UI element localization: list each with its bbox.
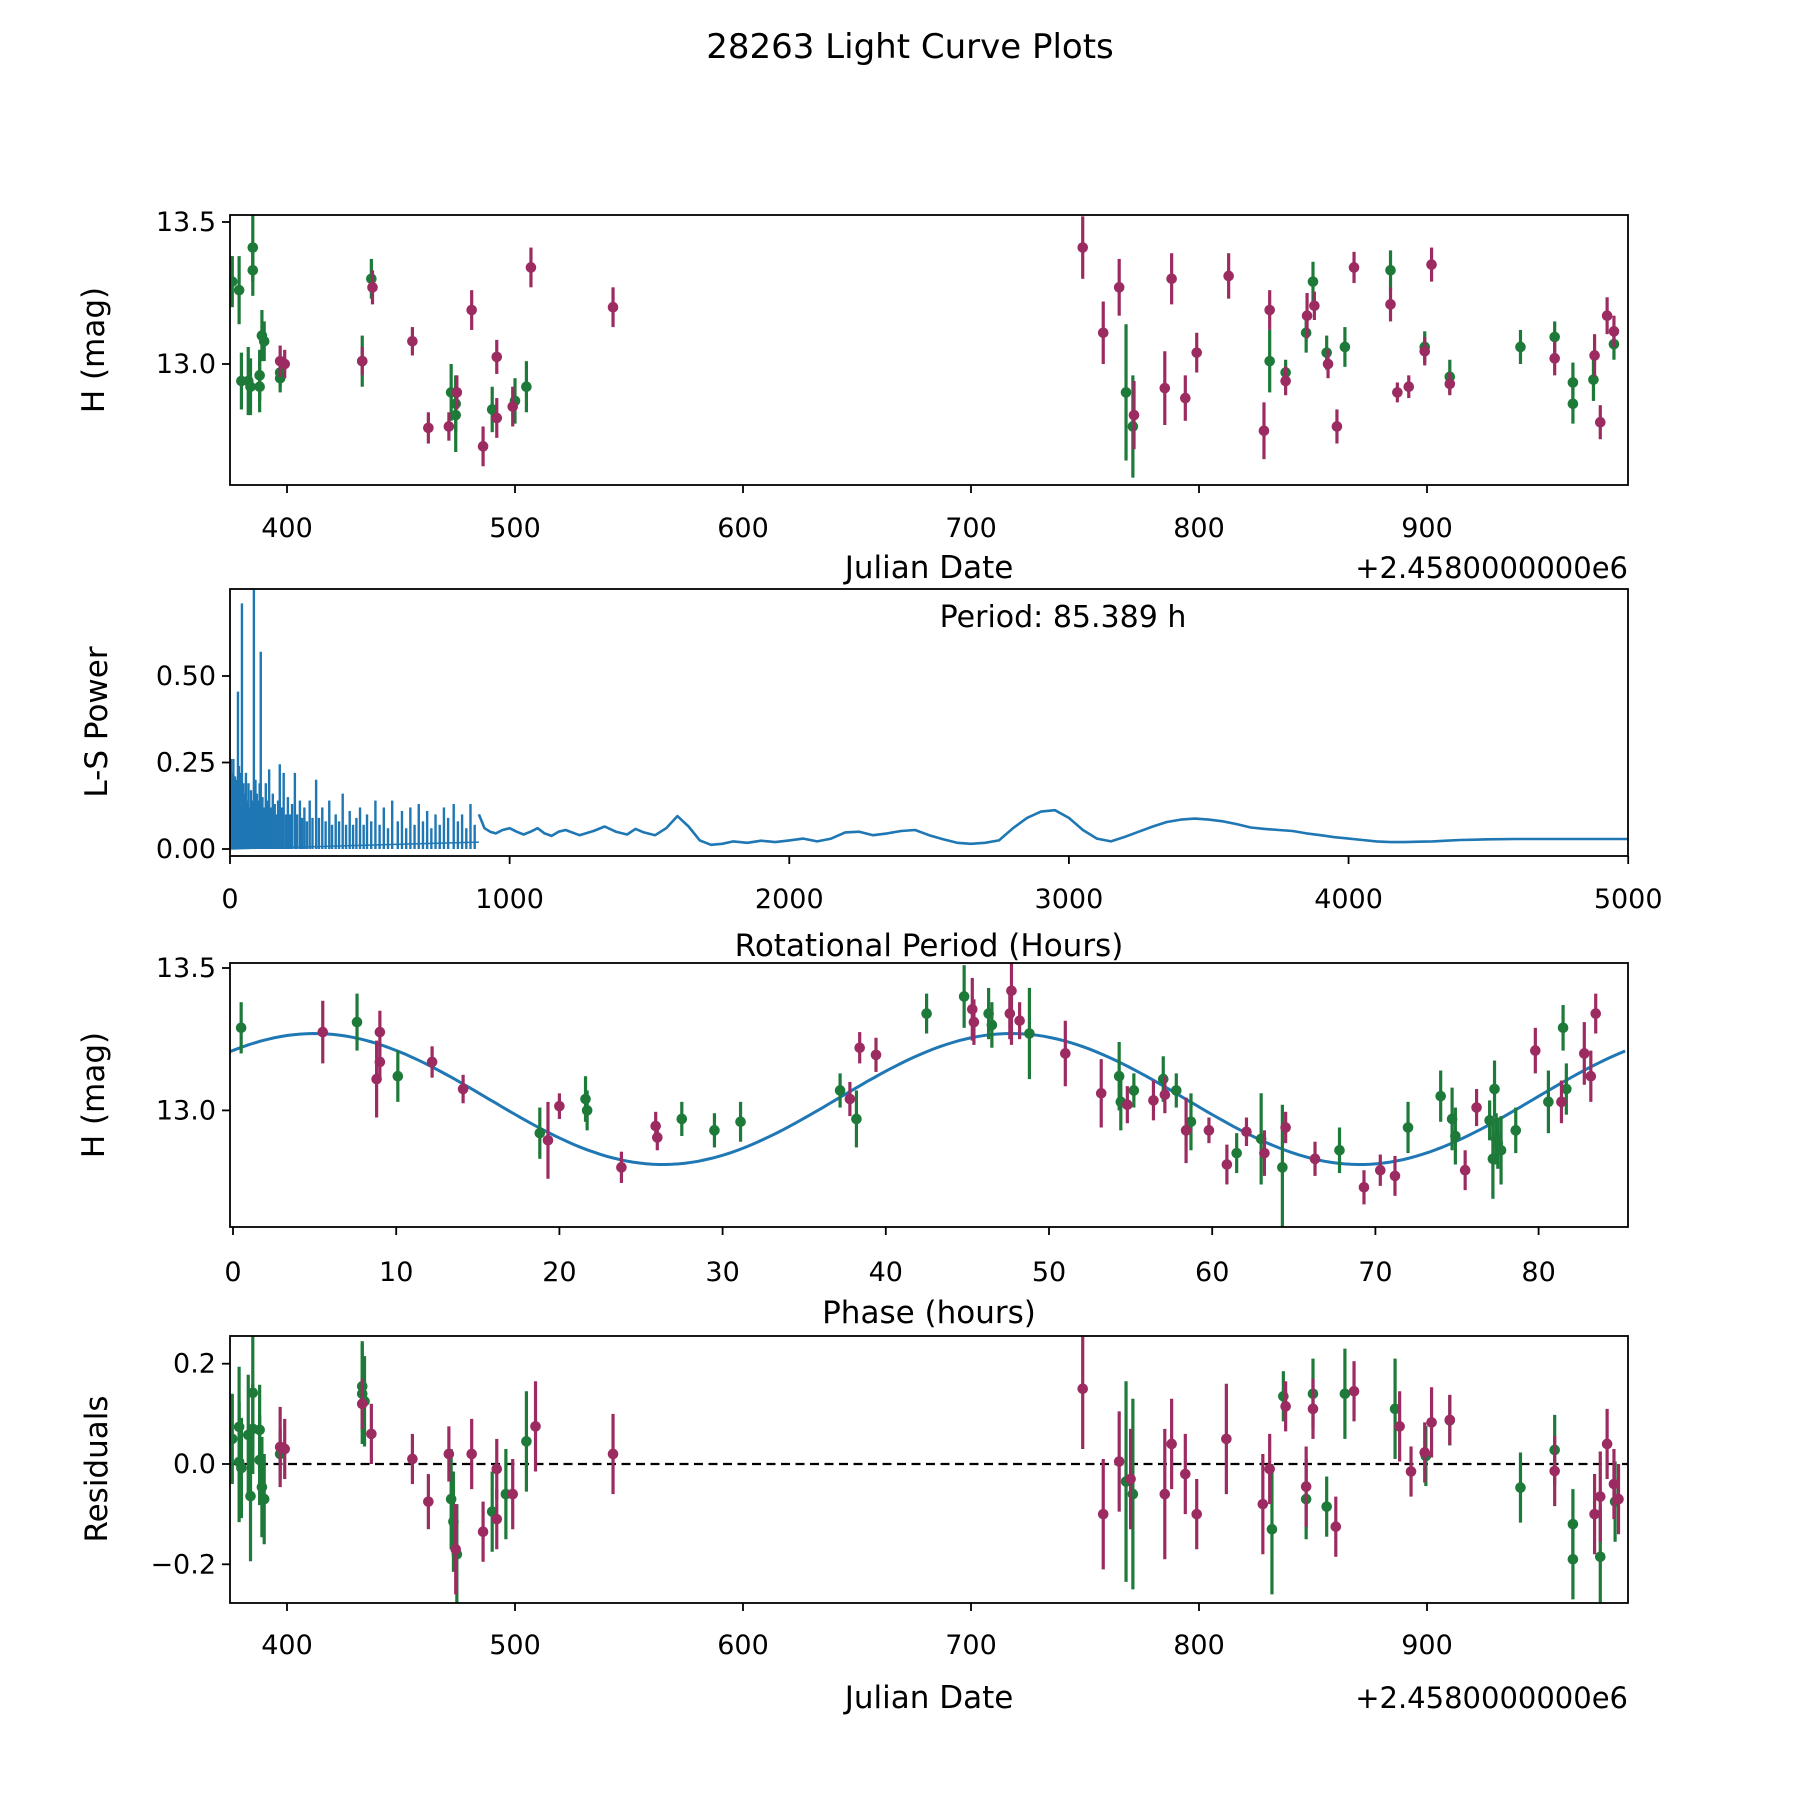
residuals-xtick-label: 800 — [1173, 1630, 1225, 1661]
jd_mag-xtick-label: 500 — [489, 513, 541, 544]
periodogram-xlabel: Rotational Period (Hours) — [735, 928, 1124, 964]
phase_mag-xtick-label: 20 — [542, 1257, 576, 1288]
phase_mag-xtick-label: 40 — [869, 1257, 903, 1288]
residuals-xlabel: Julian Date — [843, 1680, 1014, 1716]
residuals-xtick-label: 900 — [1401, 1630, 1453, 1661]
residuals-xtick-label: 500 — [489, 1630, 541, 1661]
periodogram-xtick-label: 5000 — [1594, 884, 1663, 915]
periodogram-xtick-label: 3000 — [1035, 884, 1104, 915]
residuals-offset-label: +2.4580000000e6 — [1355, 1681, 1628, 1715]
jd-mag-offset-label: +2.4580000000e6 — [1355, 551, 1628, 585]
phase_mag-xtick-label: 60 — [1195, 1257, 1229, 1288]
periodogram-data-layer — [230, 589, 1628, 850]
residuals-ytick-label: 0.2 — [173, 1349, 216, 1380]
phase_mag-xtick-label: 70 — [1358, 1257, 1392, 1288]
phase_mag-xtick-label: 0 — [224, 1257, 241, 1288]
phase_mag-xtick-label: 80 — [1521, 1257, 1555, 1288]
jd_mag-xtick-label: 600 — [717, 513, 769, 544]
jd_mag-ytick-label: 13.5 — [156, 207, 216, 238]
residuals-xtick-label: 400 — [261, 1630, 313, 1661]
residuals-ytick-label: −0.2 — [150, 1549, 216, 1580]
periodogram-ytick-label: 0.50 — [156, 661, 216, 692]
periodogram-xtick-label: 2000 — [755, 884, 824, 915]
jd_mag-xtick-label: 400 — [261, 513, 313, 544]
periodogram-ytick-label: 0.25 — [156, 748, 216, 779]
residuals-xtick-label: 600 — [717, 1630, 769, 1661]
sinusoidal-fit-curve — [230, 1031, 1626, 1166]
phase_mag-xtick-label: 10 — [379, 1257, 413, 1288]
jd_mag-xtick-label: 800 — [1173, 513, 1225, 544]
periodogram-xtick-label: 0 — [221, 884, 238, 915]
residuals-xtick-label: 700 — [945, 1630, 997, 1661]
periodogram-ylabel: L-S Power — [79, 646, 115, 797]
phase-mag-ylabel: H (mag) — [76, 1032, 112, 1158]
residuals-data-layer — [230, 1336, 1628, 1603]
phase_mag-ytick-label: 13.0 — [156, 1095, 216, 1126]
residuals-ytick-label: 0.0 — [173, 1449, 216, 1480]
periodogram-xtick-label: 1000 — [475, 884, 544, 915]
phase-mag-xlabel: Phase (hours) — [822, 1295, 1036, 1331]
jd_mag-ytick-label: 13.0 — [156, 349, 216, 380]
periodogram-axes: 0 1000 2000 3000 4000 5000 0.50 0.25 0.00 — [156, 588, 1663, 915]
phase_mag-axes: 0 10 20 30 40 50 60 70 80 13.5 13.0 — [156, 953, 1629, 1288]
jd_mag-axes: 400 500 600 700 800 900 13.5 13.0 — [156, 207, 1629, 544]
residuals-ylabel: Residuals — [79, 1395, 115, 1542]
phase_mag-xtick-label: 30 — [705, 1257, 739, 1288]
jd-mag-xlabel: Julian Date — [843, 550, 1014, 586]
jd_mag-xtick-label: 900 — [1401, 513, 1453, 544]
jd_mag-xtick-label: 700 — [945, 513, 997, 544]
phase_mag-data-layer — [230, 963, 1626, 1227]
figure-title: 28263 Light Curve Plots — [706, 27, 1114, 67]
residuals-axes: 400 500 600 700 800 900 0.2 0.0 −0.2 — [150, 1335, 1629, 1661]
periodogram-xtick-label: 4000 — [1314, 884, 1383, 915]
best-period-annotation: Period: 85.389 h — [940, 600, 1187, 635]
periodogram-ytick-label: 0.00 — [156, 834, 216, 865]
jd-mag-ylabel: H (mag) — [76, 287, 112, 413]
phase_mag-ytick-label: 13.5 — [156, 953, 216, 984]
jd_mag-data-layer — [230, 215, 1620, 478]
phase_mag-xtick-label: 50 — [1032, 1257, 1066, 1288]
